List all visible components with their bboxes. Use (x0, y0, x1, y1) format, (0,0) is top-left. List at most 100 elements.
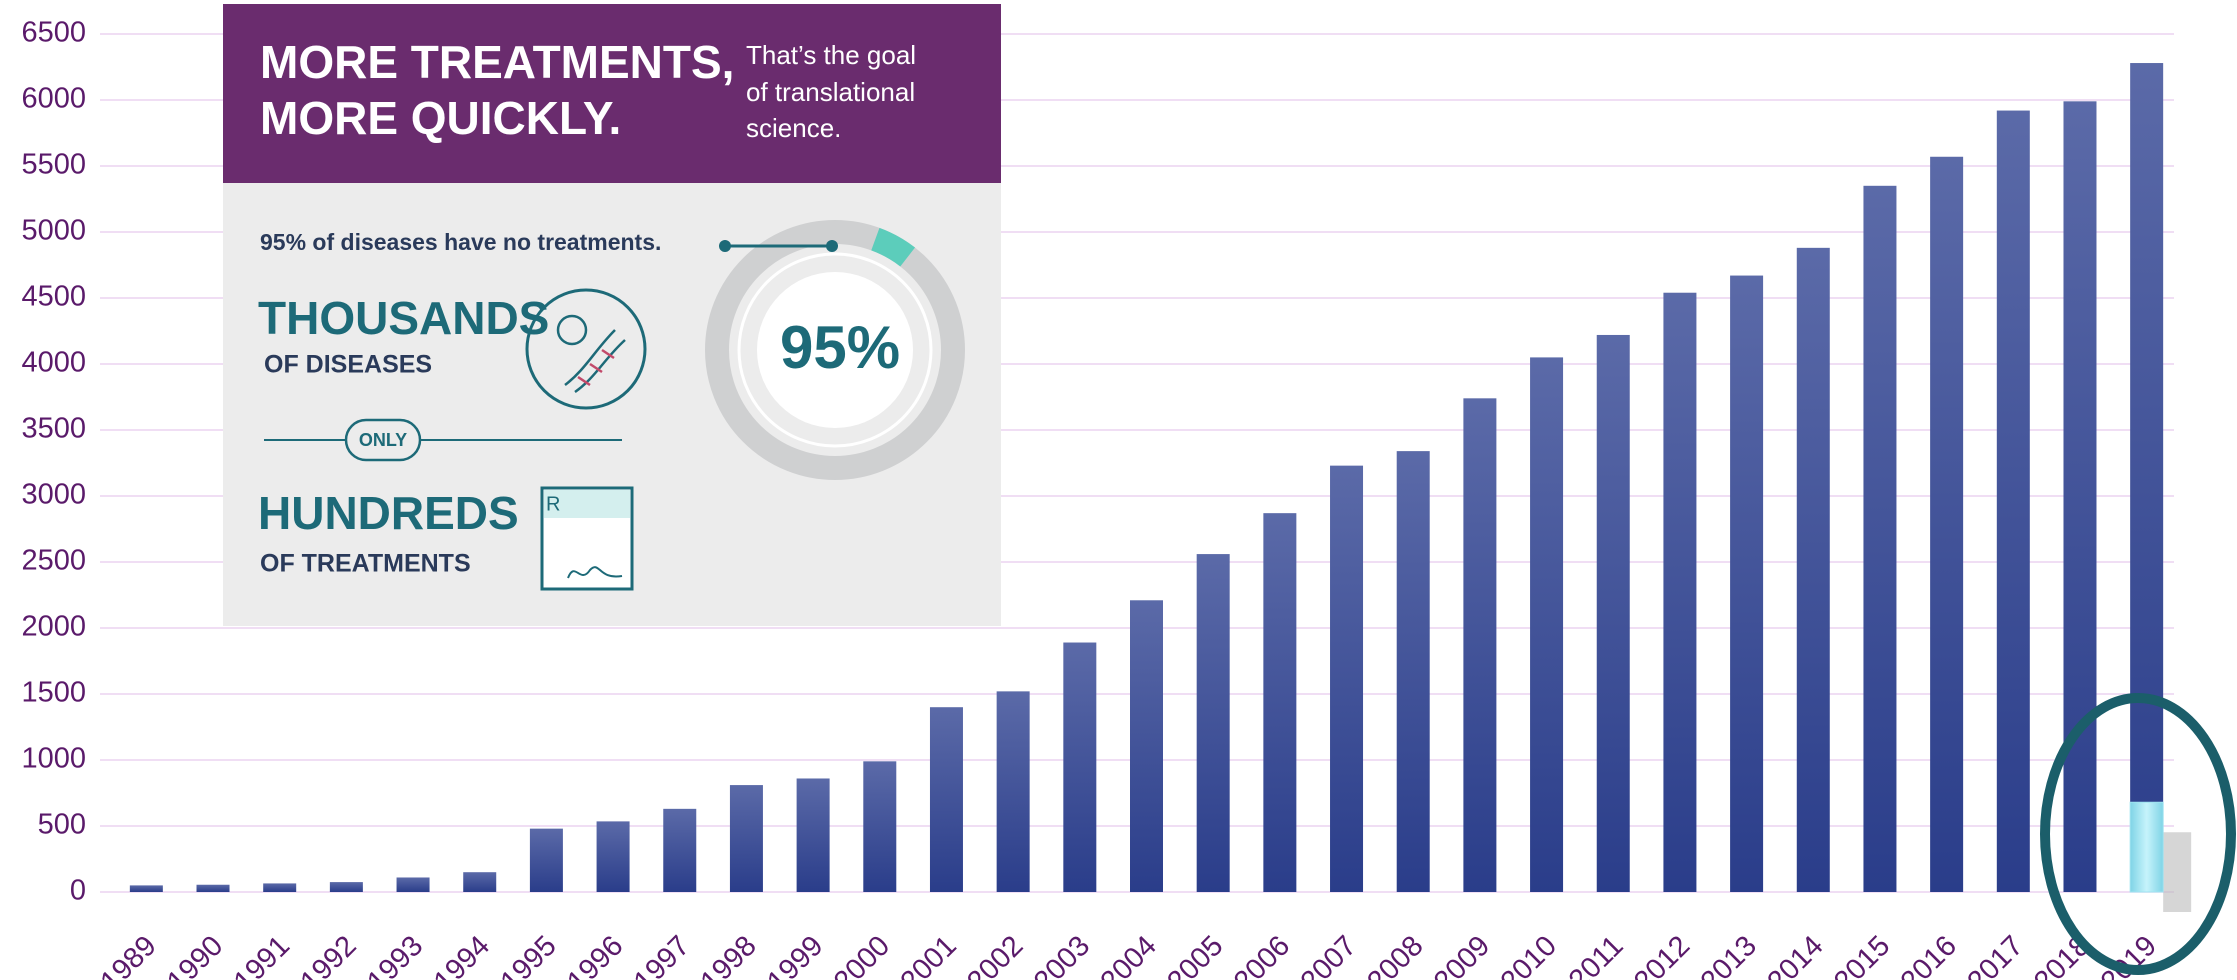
x-tick-label: 1997 (628, 930, 696, 980)
bar (1396, 451, 1430, 892)
highlight-ring (2040, 693, 2236, 975)
inset-subtitle: That’s the goal (746, 40, 916, 70)
x-tick-label: 2014 (1761, 930, 1829, 980)
x-tick-label: 2007 (1295, 930, 1363, 980)
bar (1796, 247, 1830, 893)
y-tick-label: 1500 (21, 677, 86, 709)
y-tick-label: 3500 (21, 413, 86, 445)
bar (2063, 101, 2097, 892)
bar (329, 882, 363, 892)
inset-subtitle: of translational (746, 77, 915, 107)
inset: MORE TREATMENTS, MORE QUICKLY. That’s th… (223, 4, 1001, 626)
x-tick-label: 2003 (1028, 930, 1096, 980)
bar (1863, 185, 1897, 893)
y-tick-label: 500 (38, 809, 86, 841)
y-tick-label: 5000 (21, 215, 86, 247)
highlight-bar (2129, 801, 2164, 893)
x-tick-label: 1998 (695, 930, 763, 980)
bar (263, 883, 297, 892)
x-tick-label: 2004 (1095, 930, 1163, 980)
bar (1596, 334, 1630, 893)
donut: 95% (705, 220, 965, 480)
bar (1263, 513, 1297, 892)
bar (1530, 357, 1564, 892)
x-tick-label: 1995 (495, 930, 563, 980)
bar (396, 877, 430, 892)
donut-inner-ring (737, 252, 933, 448)
bar (463, 872, 497, 892)
bar (1063, 642, 1097, 892)
connector-text: ONLY (359, 430, 407, 450)
x-tick-label: 1990 (161, 930, 229, 980)
bar (1130, 600, 1163, 892)
x-tick-label: 2001 (895, 930, 963, 980)
inset-title: MORE QUICKLY. (260, 92, 621, 144)
x-tick-label: 2018 (2028, 930, 2096, 980)
donut-center (757, 272, 913, 428)
x-tick-label: 1994 (428, 930, 496, 980)
dna-icon (525, 288, 647, 410)
y-tick-label: 4500 (21, 281, 86, 313)
x-tick-label: 1999 (761, 930, 829, 980)
y-tick-label: 2500 (21, 545, 86, 577)
x-tick-label: 1991 (228, 930, 296, 980)
y-tick-label: 5500 (21, 149, 86, 181)
y-tick-label: 1000 (21, 743, 86, 775)
bar (663, 808, 697, 892)
inset-big: THOUSANDS (258, 292, 549, 344)
bar (796, 778, 830, 892)
svg-text:R: R (546, 493, 560, 515)
bar (2130, 63, 2164, 893)
bar (1730, 275, 1764, 892)
bar (1996, 110, 2030, 892)
bar (1330, 465, 1364, 892)
x-tick-label: 2012 (1628, 930, 1696, 980)
x-tick-label: 2011 (1563, 930, 1630, 980)
inset-small: OF TREATMENTS (260, 550, 471, 578)
inset-note: 95% of diseases have no treatments. (260, 229, 661, 255)
x-tick-label: 1992 (294, 930, 362, 980)
y-tick-label: 2000 (21, 611, 86, 643)
x-tick-label: 1996 (561, 930, 629, 980)
inset-small: OF DISEASES (264, 351, 432, 379)
y-tick-label: 3000 (21, 479, 86, 511)
bar (529, 828, 563, 892)
donut-label: 95% (780, 314, 900, 381)
bar (596, 821, 630, 892)
y-tick-label: 4000 (21, 347, 86, 379)
inset-header (223, 4, 1001, 183)
rx-icon: R (540, 486, 634, 591)
y-tick-label: 0 (70, 875, 86, 907)
x-tick-label: 2016 (1895, 930, 1963, 980)
bar (729, 785, 763, 892)
x-tick-label: 2000 (828, 930, 896, 980)
x-tick-label: 2009 (1428, 930, 1496, 980)
bar (129, 885, 163, 892)
pointer-dot (826, 240, 838, 252)
bar (1930, 156, 1964, 892)
bar (1196, 554, 1230, 892)
x-tick-label: 1989 (94, 930, 162, 980)
x-tick-label: 2013 (1695, 930, 1763, 980)
bar (1463, 398, 1497, 892)
bar (996, 691, 1030, 892)
bar (196, 884, 230, 892)
x-tick-label: 2006 (1228, 930, 1296, 980)
bar (863, 761, 897, 892)
x-tick-label: 2008 (1361, 930, 1429, 980)
inset-title: MORE TREATMENTS, (260, 36, 734, 88)
highlight-shadow (2163, 832, 2192, 912)
donut-wedge (871, 227, 916, 267)
donut-ring (705, 220, 965, 480)
y-tick-label: 6500 (21, 17, 86, 49)
bar (1663, 292, 1697, 893)
x-tick-label: 2010 (1495, 930, 1563, 980)
connector-pill (344, 418, 422, 462)
bar (929, 707, 963, 892)
inset-big: HUNDREDS (258, 487, 519, 539)
x-tick-label: 2017 (1961, 930, 2029, 980)
x-tick-label: 2005 (1161, 930, 1229, 980)
y-tick-label: 6000 (21, 83, 86, 115)
x-tick-label: 2002 (961, 930, 1029, 980)
